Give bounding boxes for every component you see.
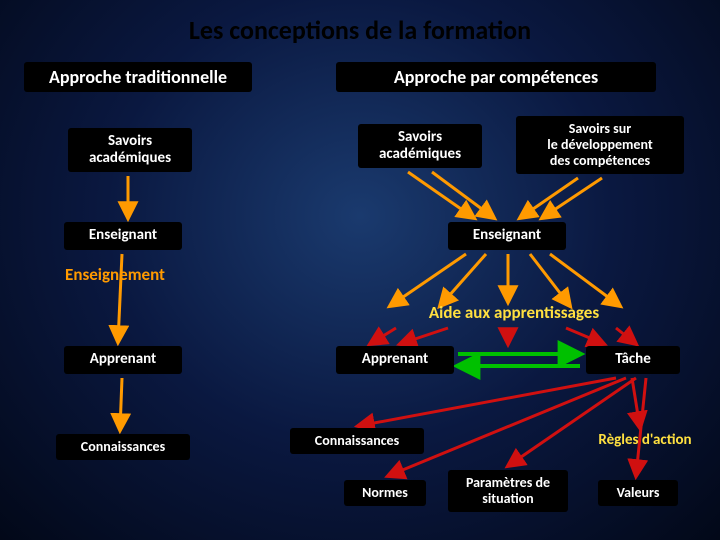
arrow [508, 378, 636, 466]
box-left_header: Approche traditionnelle [24, 62, 252, 92]
arrow [566, 328, 604, 344]
label-regles: Règles d'action [580, 432, 710, 449]
arrow [388, 378, 626, 476]
box-right_ens: Enseignant [448, 222, 566, 250]
arrow [542, 178, 602, 218]
title-strip [0, 0, 720, 50]
box-mid_appr: Apprenant [336, 346, 454, 374]
box-params: Paramètres de situation [448, 470, 568, 512]
arrow [432, 172, 494, 218]
arrow [530, 254, 570, 306]
arrow [120, 378, 122, 430]
box-normes: Normes [344, 480, 426, 506]
arrow [390, 254, 466, 306]
arrow [636, 378, 646, 476]
arrow [400, 328, 448, 344]
box-left_conn: Connaissances [56, 434, 190, 460]
arrow [440, 254, 486, 306]
box-right_savoirs: Savoirs sur le développement des compéte… [516, 116, 684, 174]
label-aide: Aide aux apprentissages [384, 304, 644, 323]
box-mid_conn: Connaissances [290, 428, 424, 454]
box-left_savoirs: Savoirs académiques [68, 128, 192, 172]
box-left_appr: Apprenant [64, 346, 182, 374]
arrow [616, 328, 636, 344]
box-tache: Tâche [586, 346, 680, 374]
label-enseignement: Enseignement [40, 266, 190, 285]
arrow [358, 378, 616, 426]
arrow [632, 378, 640, 428]
box-mid_savoirs: Savoirs académiques [358, 124, 482, 168]
arrow [370, 328, 396, 344]
box-left_ens: Enseignant [64, 222, 182, 250]
box-valeurs: Valeurs [598, 480, 678, 506]
box-right_header: Approche par compétences [336, 62, 656, 92]
arrow [550, 254, 620, 306]
arrow [520, 178, 578, 218]
arrow [408, 172, 474, 218]
